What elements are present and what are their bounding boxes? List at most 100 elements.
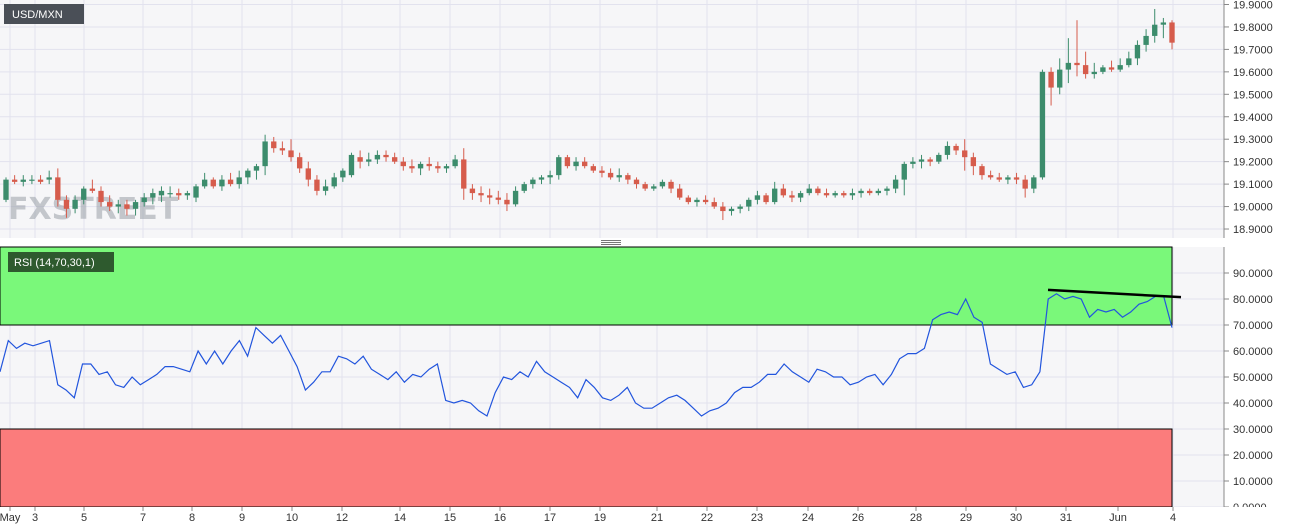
x-tick-label: 30 xyxy=(1010,512,1022,524)
candle-body xyxy=(63,199,70,209)
candle-body xyxy=(210,179,216,187)
candle-body xyxy=(668,181,674,189)
candle-body xyxy=(841,193,847,196)
x-tick-label: 8 xyxy=(189,512,195,524)
candle-body xyxy=(1152,24,1158,36)
panel-splitter[interactable] xyxy=(0,238,1224,247)
candle-body xyxy=(374,154,381,160)
candle-body xyxy=(780,188,787,196)
price-tick-label: 19.8000 xyxy=(1233,22,1273,34)
candle-body xyxy=(1022,179,1028,189)
candle-body xyxy=(599,170,605,173)
candle-body xyxy=(815,188,821,194)
candle-body xyxy=(409,166,415,169)
x-axis-background xyxy=(0,507,1299,528)
x-tick-label: 29 xyxy=(960,512,972,524)
candle-body xyxy=(564,157,571,167)
rsi-tick-label: 70.0000 xyxy=(1233,320,1273,332)
candle-body xyxy=(1048,71,1054,88)
candle-body xyxy=(296,157,303,169)
candle-body xyxy=(962,150,968,158)
candle-body xyxy=(271,141,277,149)
candle-body xyxy=(512,190,519,205)
candle-body xyxy=(167,193,173,195)
rsi-trendline[interactable] xyxy=(1047,288,1182,299)
x-tick-label: 16 xyxy=(494,512,506,524)
candle-body xyxy=(461,159,467,189)
candle-body xyxy=(884,188,890,191)
candle-body xyxy=(1065,62,1072,70)
candle-body xyxy=(530,179,536,185)
rsi-line xyxy=(0,293,1173,417)
x-tick-label: 10 xyxy=(286,512,298,524)
candle-body xyxy=(37,179,44,182)
candle-body xyxy=(89,188,96,191)
candle-body xyxy=(158,190,165,196)
symbol-badge: USD/MXN xyxy=(4,4,84,24)
candle-body xyxy=(910,161,916,164)
candle-body xyxy=(538,177,545,180)
candle-body xyxy=(383,154,389,158)
x-tick-label: 31 xyxy=(1060,512,1072,524)
rsi-tick-label: 60.0000 xyxy=(1233,346,1273,358)
candle-body xyxy=(219,179,225,187)
x-tick-label: 17 xyxy=(544,512,556,524)
price-tick-label: 19.2000 xyxy=(1233,157,1273,169)
candle-body xyxy=(443,166,450,169)
candle-body xyxy=(132,202,139,209)
x-tick-label: 4 xyxy=(1170,512,1176,524)
candle-body xyxy=(659,181,666,187)
candle-body xyxy=(3,179,9,200)
overbought-zone xyxy=(0,246,1173,326)
candle-body xyxy=(918,159,925,162)
x-tick-label: Jun xyxy=(1109,512,1127,524)
candle-body xyxy=(176,193,182,196)
candle-body xyxy=(98,190,104,203)
rsi-tick-label: 90.0000 xyxy=(1233,268,1273,280)
candle-body xyxy=(314,179,320,191)
drag-handle-icon[interactable] xyxy=(601,240,621,245)
x-tick-label: 7 xyxy=(140,512,146,524)
x-tick-label: 15 xyxy=(444,512,456,524)
candle-body xyxy=(832,193,838,196)
x-tick-label: 12 xyxy=(336,512,348,524)
candle-body xyxy=(504,199,510,205)
candle-body xyxy=(227,179,234,185)
candle-body xyxy=(253,166,260,171)
candle-body xyxy=(391,157,398,162)
price-tick-label: 19.0000 xyxy=(1233,202,1273,214)
candle-body xyxy=(20,179,26,182)
candle-body xyxy=(1057,69,1063,88)
candle-body xyxy=(417,163,424,169)
candle-body xyxy=(1117,65,1123,70)
candle-body xyxy=(106,202,113,207)
candle-body xyxy=(1100,67,1106,72)
candle-body xyxy=(245,170,251,178)
candle-body xyxy=(115,204,121,207)
price-tick-label: 19.7000 xyxy=(1233,44,1273,56)
symbol-label: USD/MXN xyxy=(12,9,63,21)
candle-body xyxy=(1108,67,1115,70)
candle-body xyxy=(789,195,795,198)
candle-body xyxy=(29,179,35,181)
candlestick-series xyxy=(3,8,1175,221)
symbol-badge-background xyxy=(4,4,84,24)
rsi-tick-label: 40.0000 xyxy=(1233,398,1273,410)
x-tick-label: May xyxy=(0,512,21,524)
candle-body xyxy=(547,175,553,178)
candle-body xyxy=(81,188,87,200)
candle-body xyxy=(400,161,406,167)
candle-body xyxy=(875,190,882,194)
candle-body xyxy=(582,161,588,167)
candle-body xyxy=(616,175,622,178)
candle-body xyxy=(1005,177,1011,180)
candle-body xyxy=(607,172,614,178)
candle-body xyxy=(996,177,1002,180)
candle-body xyxy=(720,206,726,212)
candle-body xyxy=(651,186,657,189)
candle-body xyxy=(305,168,311,180)
x-tick-label: 23 xyxy=(751,512,763,524)
candle-body xyxy=(633,179,640,185)
watermark-text: FXSTREET xyxy=(8,192,179,227)
candle-body xyxy=(849,193,856,196)
